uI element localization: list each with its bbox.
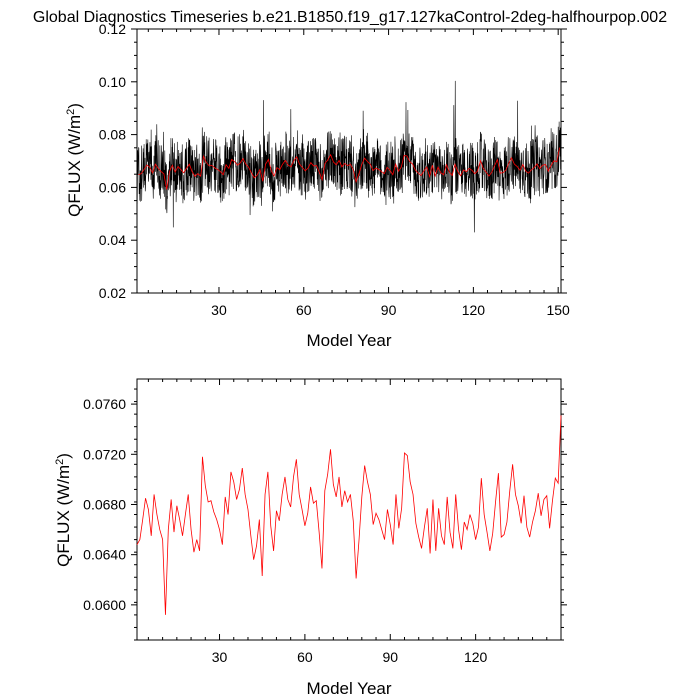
top-y-tick-labels: 0.02 0.04 0.06 0.08 0.10 0.12 [99,21,126,301]
bottom-annual-mean-series [136,415,562,615]
bottom-y-tick-label: 0.0760 [83,396,126,412]
bottom-axis-ticks [131,379,567,641]
top-y-tick-label: 0.12 [99,21,126,37]
top-chart-panel: 30 60 90 120 150 0.02 0.04 0.06 0.08 0.10 0.12 Mo… [65,21,570,350]
top-y-axis-label-superscript: 2 [65,109,77,115]
bottom-y-axis-label-main: QFLUX (W/m [54,465,73,567]
top-y-tick-label: 0.10 [99,74,126,90]
top-y-axis-label: QFLUX (W/m2) [65,103,84,217]
top-x-axis-label: Model Year [306,331,391,350]
top-y-tick-label: 0.04 [99,232,126,248]
top-x-tick-label: 60 [296,302,312,318]
bottom-y-axis-label-close: ) [54,453,73,459]
bottom-y-axis-label-superscript: 2 [54,459,66,465]
bottom-x-tick-labels: 30 60 90 120 [212,649,488,665]
bottom-x-tick-label: 30 [212,649,228,665]
top-y-axis-label-main: QFLUX (W/m [65,115,84,217]
top-x-tick-label: 30 [211,302,227,318]
bottom-annual-mean-series-line [136,415,562,615]
top-y-tick-label: 0.06 [99,179,126,195]
bottom-y-tick-label: 0.0640 [83,547,126,563]
top-y-axis-label-close: ) [65,103,84,109]
bottom-y-tick-label: 0.0600 [83,597,126,613]
top-x-tick-labels: 30 60 90 120 150 [211,302,570,318]
top-x-tick-label: 150 [546,302,570,318]
bottom-y-tick-labels: 0.0600 0.0640 0.0680 0.0720 0.0760 [83,396,126,613]
bottom-y-tick-label: 0.0680 [83,496,126,512]
bottom-x-tick-label: 120 [464,649,488,665]
bottom-x-axis-label: Model Year [306,679,391,698]
top-y-tick-label: 0.08 [99,127,126,143]
top-monthly-series-line [136,80,562,233]
bottom-plot-frame [136,378,562,641]
top-axis-ticks [131,28,567,294]
top-y-tick-label: 0.02 [99,285,126,301]
top-annual-mean-series-line [138,147,560,190]
top-annual-mean-series [138,147,560,190]
figure-title: Global Diagnostics Timeseries b.e21.B185… [33,9,667,26]
bottom-y-axis-label: QFLUX (W/m2) [54,453,73,567]
bottom-chart-panel: 30 60 90 120 0.0600 0.0640 0.0680 0.0720 0.0760… [54,378,567,698]
bottom-x-tick-label: 90 [382,649,398,665]
bottom-x-tick-label: 60 [297,649,313,665]
top-monthly-series [136,80,562,233]
top-x-tick-label: 120 [462,302,486,318]
top-x-tick-label: 90 [381,302,397,318]
bottom-y-tick-label: 0.0720 [83,446,126,462]
